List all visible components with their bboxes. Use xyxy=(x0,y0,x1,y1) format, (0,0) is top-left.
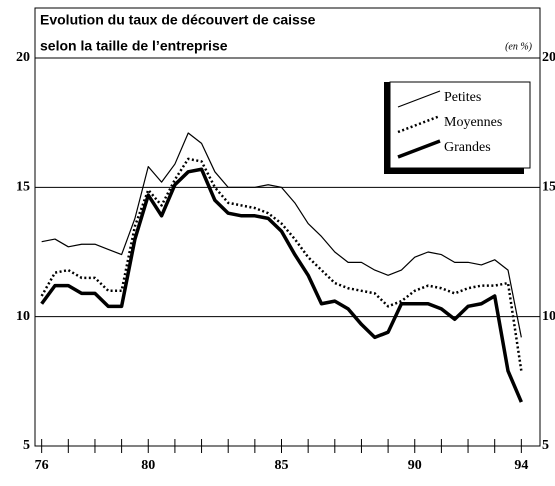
y-tick-label-right: 10 xyxy=(542,309,555,324)
x-tick-label: 85 xyxy=(275,458,289,473)
y-tick-label-right: 5 xyxy=(542,438,549,453)
legend-label: Moyennes xyxy=(444,115,502,130)
y-tick-label-right: 20 xyxy=(542,50,555,65)
legend-swatch xyxy=(397,139,441,159)
legend-swatch xyxy=(397,90,441,108)
legend-label: Grandes xyxy=(444,140,491,155)
y-tick-label: 20 xyxy=(16,50,30,65)
legend-label: Petites xyxy=(444,90,481,105)
legend-box xyxy=(389,81,531,169)
x-tick-label: 90 xyxy=(408,458,422,473)
series-line xyxy=(41,132,522,338)
series-line xyxy=(40,157,523,372)
y-tick-label: 10 xyxy=(16,309,30,324)
y-tick-label: 15 xyxy=(16,180,30,195)
y-tick-label-right: 15 xyxy=(542,180,555,195)
frame xyxy=(34,7,541,447)
unit-note: (en %) xyxy=(505,41,533,52)
chart-title: Evolution du taux de découvert de caisse xyxy=(40,12,316,28)
y-tick-label: 5 xyxy=(23,438,30,453)
chart-subtitle: selon la taille de l’entreprise xyxy=(40,38,228,54)
x-tick-label: 94 xyxy=(514,458,528,473)
legend-swatch xyxy=(397,114,441,134)
series-line xyxy=(40,167,523,403)
x-tick-label: 76 xyxy=(35,458,49,473)
x-tick-label: 80 xyxy=(141,458,155,473)
